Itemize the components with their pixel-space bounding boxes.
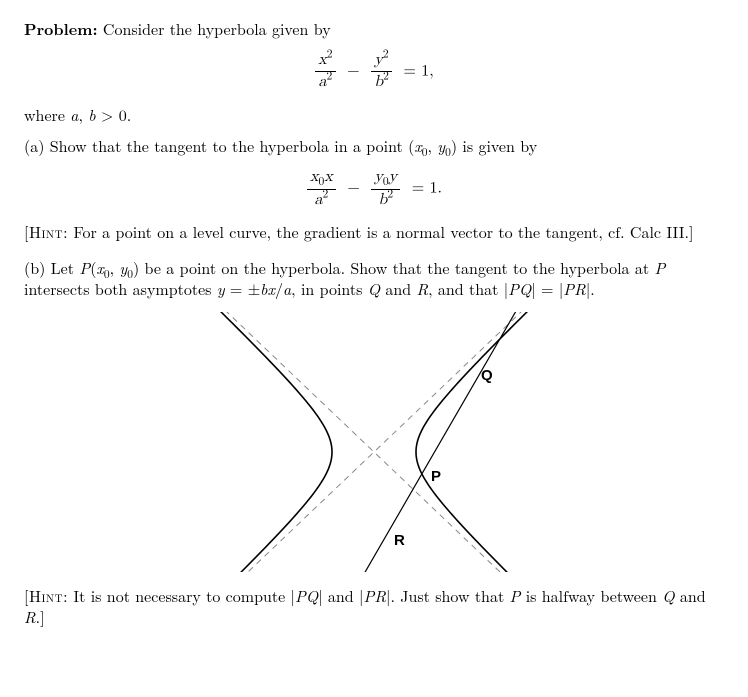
equation-2: x0x a2 − y0y b2 = 1. <box>24 167 724 211</box>
part-b: (b) Let P(x0, y0) be a point on the hype… <box>24 257 724 300</box>
hint-b: [Hint: It is not necessary to compute |P… <box>24 585 724 628</box>
figure: Q P R <box>24 312 724 577</box>
problem-label: Problem: <box>24 17 98 40</box>
domain-text: where a, b > 0. <box>24 104 724 126</box>
svg-text:R: R <box>394 532 405 549</box>
equation-1: x2 a2 − y2 b2 = 1, <box>24 50 724 94</box>
hyperbola-figure: Q P R <box>164 312 584 572</box>
svg-text:P: P <box>431 468 441 485</box>
hint-a: [Hint: For a point on a level curve, the… <box>24 221 724 243</box>
hint-label-b: [Hint: <box>24 584 68 607</box>
svg-text:Q: Q <box>481 367 493 384</box>
part-a: (a) Show that the tangent to the hyperbo… <box>24 135 724 157</box>
hint-label: [Hint: <box>24 220 68 243</box>
problem-intro-text: Consider the hyperbola given by <box>103 17 331 40</box>
problem-intro: Problem: Consider the hyperbola given by <box>24 18 724 40</box>
